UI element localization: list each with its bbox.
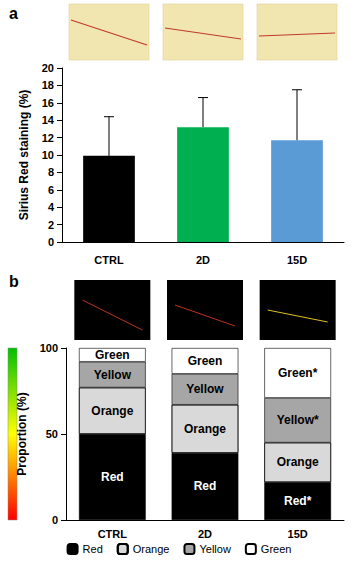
- svg-text:Sirius Red staining (%): Sirius Red staining (%): [17, 90, 31, 221]
- svg-text:Orange: Orange: [91, 404, 133, 418]
- svg-text:18: 18: [42, 79, 54, 91]
- svg-text:4: 4: [48, 201, 55, 213]
- svg-text:Orange: Orange: [277, 455, 319, 469]
- svg-text:15D: 15D: [287, 254, 307, 266]
- svg-text:12: 12: [42, 132, 54, 144]
- svg-text:CTRL: CTRL: [98, 528, 128, 540]
- svg-text:Green: Green: [95, 348, 130, 362]
- svg-text:10: 10: [42, 149, 54, 161]
- svg-text:15D: 15D: [288, 528, 308, 540]
- svg-text:Yellow: Yellow: [94, 368, 132, 382]
- svg-text:14: 14: [42, 114, 55, 126]
- svg-text:0: 0: [52, 514, 58, 526]
- svg-text:20: 20: [42, 62, 54, 74]
- svg-text:100: 100: [40, 342, 58, 354]
- svg-text:8: 8: [48, 166, 54, 178]
- svg-text:Green: Green: [188, 354, 223, 368]
- svg-text:Red: Red: [194, 479, 217, 493]
- svg-text:Proportion (%): Proportion (%): [15, 392, 29, 475]
- svg-text:0: 0: [48, 236, 54, 248]
- svg-text:Red*: Red*: [284, 494, 312, 508]
- svg-text:2D: 2D: [196, 254, 210, 266]
- svg-text:6: 6: [48, 184, 54, 196]
- svg-text:a: a: [9, 5, 18, 22]
- svg-text:Green*: Green*: [278, 366, 318, 380]
- svg-text:b: b: [9, 273, 19, 290]
- svg-text:50: 50: [46, 428, 58, 440]
- svg-text:Yellow*: Yellow*: [277, 413, 319, 427]
- svg-text:2: 2: [48, 219, 54, 231]
- svg-text:Green: Green: [261, 543, 292, 555]
- svg-text:16: 16: [42, 97, 54, 109]
- svg-text:Red: Red: [83, 543, 103, 555]
- svg-text:2D: 2D: [198, 528, 212, 540]
- svg-text:Orange: Orange: [184, 422, 226, 436]
- svg-text:Yellow: Yellow: [186, 382, 224, 396]
- svg-text:CTRL: CTRL: [94, 254, 124, 266]
- svg-text:Red: Red: [101, 470, 124, 484]
- svg-text:Yellow: Yellow: [199, 543, 230, 555]
- svg-text:Orange: Orange: [133, 543, 170, 555]
